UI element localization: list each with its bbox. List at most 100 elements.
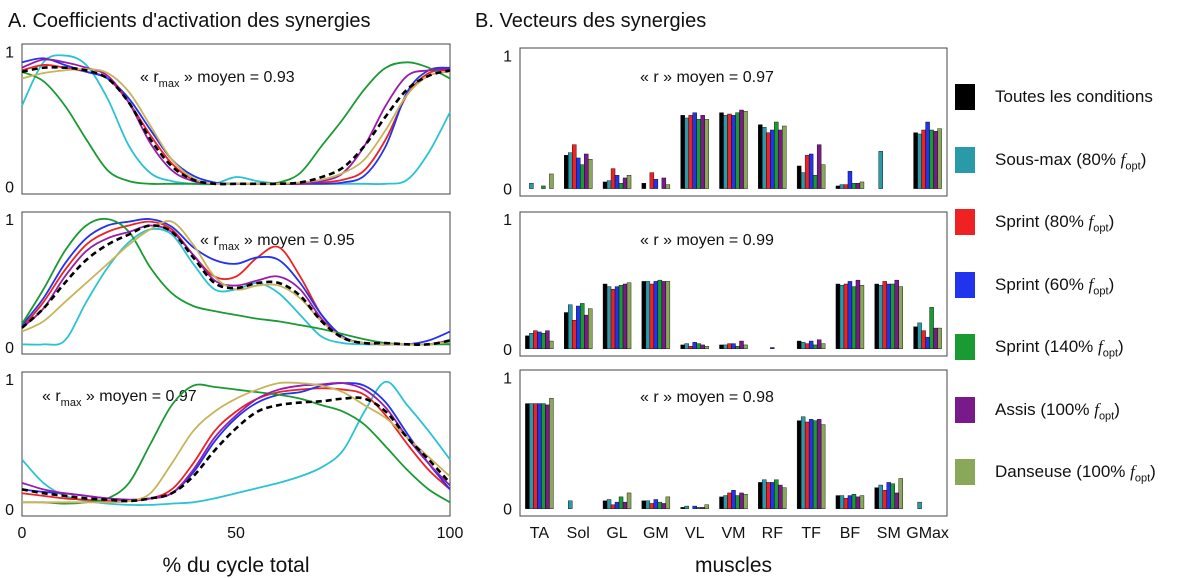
- bar: [874, 487, 879, 509]
- bar: [847, 281, 853, 349]
- bar: [618, 496, 624, 509]
- bar: [770, 347, 775, 349]
- bar: [692, 112, 697, 189]
- x-axis-label: muscles: [695, 554, 772, 577]
- bar: [653, 179, 659, 189]
- legend-label-close: ): [1108, 212, 1115, 231]
- bar: [576, 305, 581, 350]
- bar: [545, 330, 550, 350]
- bar: [816, 339, 822, 349]
- bar: [641, 183, 647, 189]
- bar: [564, 155, 569, 189]
- bar: [719, 496, 724, 509]
- bar: [843, 184, 849, 189]
- bar: [859, 285, 865, 349]
- legend-label: Toutes les conditions: [995, 87, 1153, 107]
- bar: [588, 159, 593, 189]
- annotation-mean-r: « rmax » moyen = 0.97: [42, 388, 197, 409]
- bar: [533, 330, 538, 350]
- bar: [874, 283, 879, 350]
- bar: [859, 495, 865, 509]
- bar: [800, 172, 806, 189]
- bar: [700, 344, 705, 349]
- bar: [696, 507, 701, 509]
- legend-label-close: ): [1114, 399, 1120, 419]
- legend-swatch: [955, 271, 975, 298]
- bar: [933, 327, 938, 349]
- bar: [774, 479, 779, 509]
- bar: [762, 479, 767, 509]
- category-label: VM: [722, 525, 746, 542]
- legend-label-text: Assis (100%: [995, 399, 1095, 419]
- bar: [774, 121, 779, 189]
- bar: [610, 168, 616, 189]
- bar: [541, 403, 546, 509]
- legend-label: Danseuse (100% fopt): [995, 462, 1156, 484]
- bar: [653, 281, 659, 349]
- legend-label-close: ): [1140, 149, 1147, 169]
- bar: [602, 181, 608, 189]
- bar: [606, 180, 612, 189]
- bar: [820, 424, 826, 509]
- legend-label-subscript: opt: [1093, 222, 1109, 235]
- bar: [878, 484, 883, 509]
- bar: [614, 175, 620, 189]
- chart-panel-a1: 0 1 « rmax » moyen = 0.93: [5, 43, 451, 197]
- annotation-mean-r: « rmax » moyen = 0.93: [140, 69, 295, 90]
- bar: [653, 499, 659, 509]
- bar: [855, 183, 861, 189]
- y-tick-label: 1: [503, 212, 512, 229]
- axes-frame: [21, 211, 451, 355]
- legend-label-f: f: [1094, 399, 1099, 419]
- bar: [657, 279, 663, 350]
- legend-label-text: Sprint (140%: [995, 337, 1098, 356]
- legend-label: Assis (100% fopt): [995, 400, 1120, 422]
- y-tick-label: 1: [5, 212, 14, 229]
- bar: [800, 416, 806, 509]
- bar: [758, 124, 763, 189]
- bar: [886, 283, 891, 350]
- legend-label-text: Toutes les conditions: [995, 87, 1153, 106]
- bar: [835, 185, 841, 189]
- bar: [545, 404, 550, 509]
- y-tick-label: 1: [503, 370, 512, 387]
- legend-label: Sprint (80% fopt): [995, 212, 1114, 234]
- bar: [622, 177, 628, 189]
- bar: [890, 283, 895, 350]
- bar: [808, 419, 814, 509]
- bar: [688, 115, 693, 189]
- bar: [614, 286, 620, 350]
- bar: [762, 127, 767, 189]
- legend-item: Toutes les conditions: [955, 82, 1180, 112]
- y-tick-label: 1: [5, 45, 14, 62]
- bar: [622, 501, 628, 509]
- annotation-text: « r: [42, 388, 61, 405]
- series-line: [21, 381, 451, 501]
- bar: [580, 164, 585, 189]
- bar: [894, 279, 899, 350]
- bar: [533, 403, 538, 509]
- legend-label: Sprint (60% fopt): [995, 275, 1114, 297]
- bar: [743, 494, 748, 509]
- bar: [626, 492, 632, 509]
- y-tick-label: 0: [503, 182, 512, 199]
- legend-item: Danseuse (100% fopt): [955, 457, 1180, 487]
- axes-frame: [21, 43, 451, 195]
- bar: [704, 346, 709, 350]
- bar: [812, 420, 818, 509]
- x-tick-label: 50: [227, 525, 245, 542]
- bar: [739, 340, 744, 349]
- category-label: VL: [685, 525, 705, 542]
- annotation-subscript: max: [159, 78, 180, 90]
- bar: [665, 496, 671, 509]
- bar: [851, 286, 857, 350]
- bar: [525, 403, 530, 509]
- legend-label: Sous-max (80% fopt): [995, 150, 1146, 172]
- bar: [878, 151, 883, 189]
- legend-label-text: Sous-max (80%: [995, 149, 1121, 169]
- axes-frame: [519, 47, 948, 197]
- category-label: GM: [643, 525, 669, 542]
- bar: [770, 129, 775, 189]
- bar: [758, 482, 763, 509]
- bar: [782, 125, 787, 189]
